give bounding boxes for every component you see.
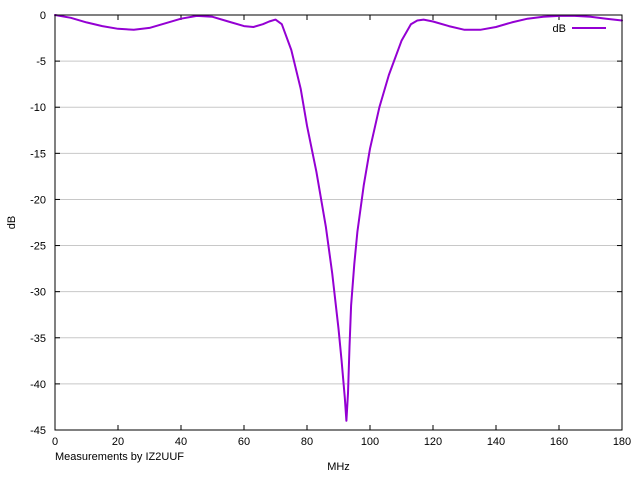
legend-label: dB	[553, 23, 566, 35]
x-axis-title: MHz	[327, 461, 350, 473]
x-tick-label: 120	[424, 436, 442, 448]
axis-ticks	[54, 14, 623, 431]
x-tick-label: 180	[613, 436, 631, 448]
y-tick-label: -40	[30, 379, 46, 391]
series-line-dB	[54, 14, 623, 422]
x-tick-label: 60	[238, 436, 250, 448]
y-axis-title: dB	[6, 216, 18, 229]
y-tick-label: -45	[30, 425, 46, 437]
tick-labels: 0 -5 -10 -15 -20 -25 -30 -35 -40 -45 0 20 40 60 80 100 1…	[30, 10, 631, 448]
x-tick-label: 0	[52, 436, 58, 448]
plot-border	[54, 14, 623, 431]
y-tick-label: -25	[30, 241, 46, 253]
y-tick-label: -10	[30, 102, 46, 114]
y-tick-label: -35	[30, 333, 46, 345]
x-tick-label: 40	[175, 436, 187, 448]
x-tick-label: 80	[301, 436, 313, 448]
y-tick-label: -30	[30, 287, 46, 299]
credit-annotation: Measurements by IZ2UUF	[55, 451, 184, 463]
grid	[55, 60, 622, 385]
x-tick-label: 20	[112, 436, 124, 448]
x-tick-label: 140	[487, 436, 505, 448]
y-tick-label: 0	[40, 10, 46, 22]
series-layer	[54, 14, 623, 422]
y-tick-label: -5	[36, 56, 46, 68]
legend: dB	[553, 23, 606, 35]
x-tick-label: 160	[550, 436, 568, 448]
x-tick-label: 100	[361, 436, 379, 448]
y-tick-label: -15	[30, 148, 46, 160]
y-tick-label: -20	[30, 194, 46, 206]
